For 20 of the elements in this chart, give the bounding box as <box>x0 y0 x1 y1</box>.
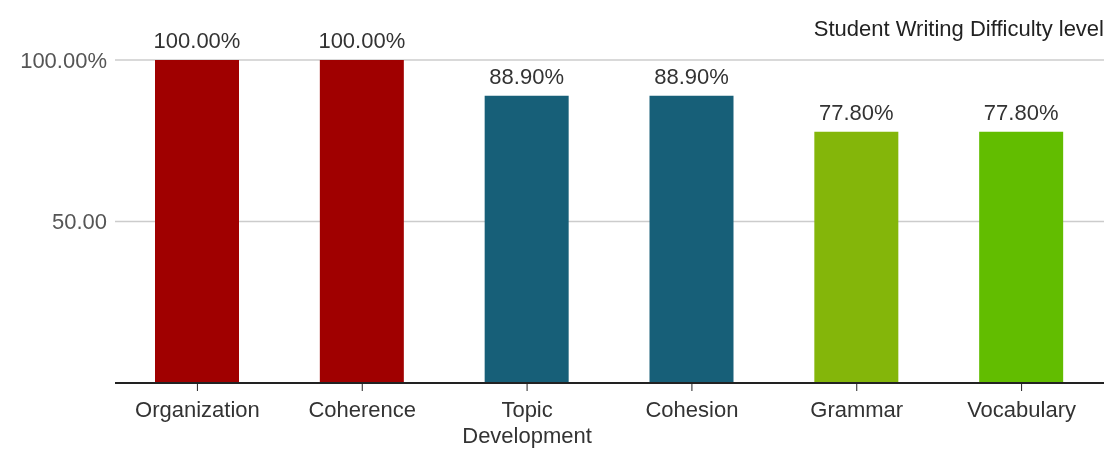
x-tick-label: Vocabulary <box>967 397 1077 422</box>
bar <box>814 131 899 383</box>
x-tick-label: Cohesion <box>645 397 739 422</box>
data-label: 88.90% <box>489 63 564 89</box>
bar <box>649 95 734 383</box>
data-label: 77.80% <box>983 99 1059 125</box>
y-tick-label: 50.00 <box>51 209 107 235</box>
x-tick-label: Organization <box>135 397 260 422</box>
bar <box>979 131 1064 383</box>
bar <box>155 60 239 383</box>
data-label: 100.00% <box>318 28 406 53</box>
chart-title: Student Writing Difficulty level <box>813 16 1104 42</box>
bar <box>484 95 569 383</box>
data-label: 100.00% <box>153 28 241 53</box>
bar <box>319 60 404 383</box>
data-label: 77.80% <box>819 99 894 125</box>
x-tick-label: Topic Development <box>462 397 592 448</box>
x-tick-label: Coherence <box>308 397 417 422</box>
data-label: 88.90% <box>654 63 729 89</box>
x-tick-label: Grammar <box>810 397 904 422</box>
